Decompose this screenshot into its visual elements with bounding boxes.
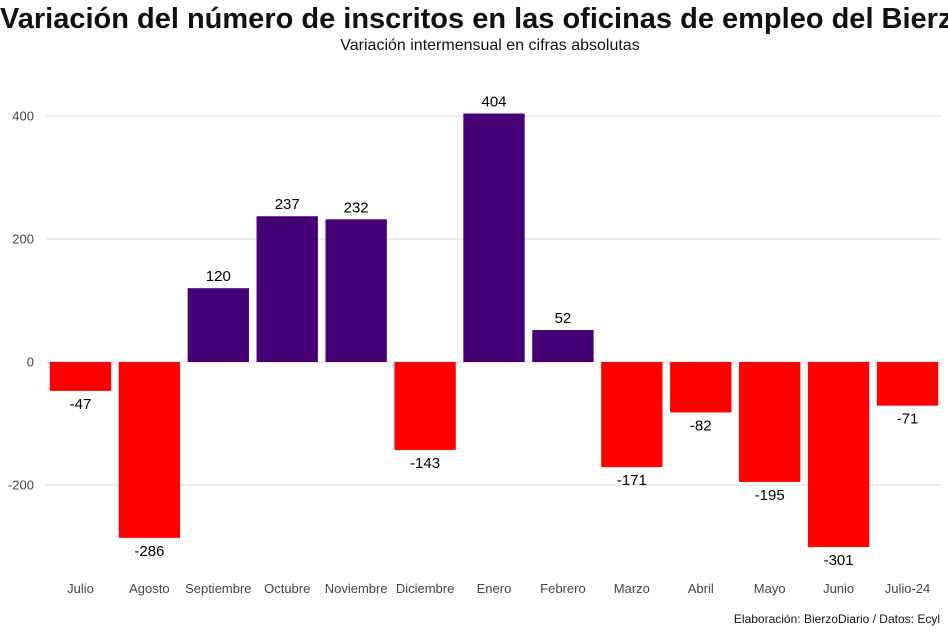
data-label: 52 — [555, 310, 572, 327]
x-tick-label: Diciembre — [396, 581, 455, 596]
bar — [739, 362, 801, 482]
data-label: -143 — [410, 455, 440, 472]
data-label: -71 — [897, 411, 919, 428]
bar — [394, 362, 456, 450]
bar — [670, 362, 732, 413]
data-label: -82 — [690, 417, 712, 434]
data-label: -47 — [70, 396, 92, 413]
data-label: 237 — [275, 196, 300, 213]
x-tick-label: Agosto — [129, 581, 169, 596]
data-label: -286 — [134, 543, 164, 560]
data-label: -171 — [617, 472, 647, 489]
x-tick-label: Julio — [67, 581, 94, 596]
bar — [49, 362, 112, 391]
y-tick-label: -200 — [8, 478, 34, 493]
data-label: 120 — [206, 268, 231, 285]
bar — [463, 113, 525, 362]
chart-subtitle: Variación intermensual en cifras absolut… — [340, 37, 640, 54]
x-tick-label: Noviembre — [325, 581, 388, 596]
bar — [118, 362, 181, 538]
data-label: 404 — [481, 94, 506, 111]
y-tick-label: 0 — [27, 355, 34, 370]
data-label: -301 — [824, 552, 854, 569]
data-label: -195 — [755, 487, 785, 504]
x-tick-label: Julio-24 — [885, 581, 931, 596]
x-tick-label: Octubre — [264, 581, 310, 596]
y-tick-label: 200 — [12, 232, 34, 247]
x-tick-label: Junio — [823, 581, 854, 596]
bar — [807, 362, 870, 548]
bar — [532, 330, 594, 362]
bar — [256, 216, 318, 362]
x-tick-label: Abril — [688, 581, 714, 596]
bar — [187, 288, 249, 362]
bar — [876, 362, 939, 406]
bar — [601, 362, 663, 468]
bar — [325, 219, 387, 362]
x-tick-label: Septiembre — [185, 581, 251, 596]
x-tick-label: Febrero — [540, 581, 586, 596]
x-tick-label: Enero — [477, 581, 512, 596]
data-label: 232 — [344, 199, 369, 216]
chart-caption: Elaboración: BierzoDiario / Datos: Ecyl — [733, 612, 940, 626]
chart-title: Variación del número de inscritos en las… — [0, 3, 948, 35]
y-tick-label: 400 — [12, 109, 34, 124]
x-tick-label: Marzo — [614, 581, 650, 596]
x-tick-label: Mayo — [754, 581, 786, 596]
